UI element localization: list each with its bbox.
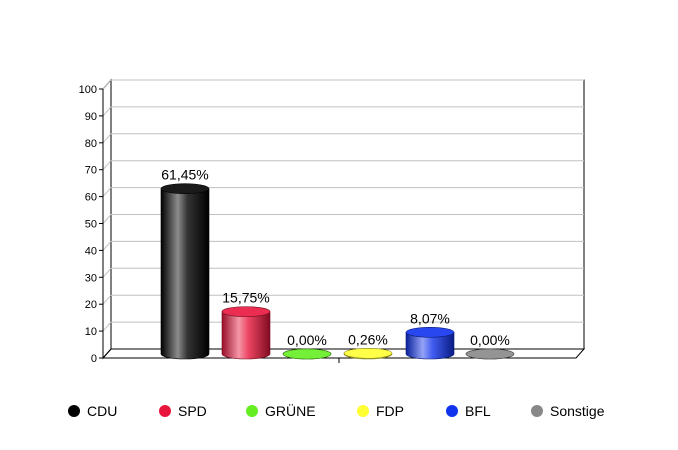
bar-cdu <box>160 183 210 360</box>
legend-swatch <box>531 405 543 417</box>
y-tick-label: 70 <box>85 165 97 177</box>
legend-swatch <box>446 405 458 417</box>
bar-top <box>465 348 515 360</box>
y-tick-label: 80 <box>85 138 97 150</box>
data-label: 0,26% <box>348 331 388 347</box>
legend-label: Sonstige <box>550 403 605 419</box>
legend-swatch <box>246 405 258 417</box>
legend-swatch <box>68 405 80 417</box>
bar-top <box>282 348 332 360</box>
y-tick-label: 10 <box>85 326 97 338</box>
bar-sonstige <box>465 348 515 360</box>
data-labels: 61,45% 15,75% 0,00% 0,26% 8,07% 0,00% <box>161 167 510 348</box>
gridline-side <box>102 79 112 90</box>
y-tick-label: 20 <box>85 299 97 311</box>
legend-item-sonstige: Sonstige <box>531 398 604 424</box>
legend-label: SPD <box>178 403 207 419</box>
data-label: 0,00% <box>470 332 510 348</box>
legend-label: GRÜNE <box>265 403 316 419</box>
gridline-side <box>102 294 112 305</box>
legend-item-spd: SPD <box>159 398 207 424</box>
bar-top <box>221 306 271 317</box>
gridline-side <box>102 133 112 144</box>
y-tick-label: 0 <box>91 353 97 365</box>
y-tick-label: 30 <box>85 272 97 284</box>
data-label: 8,07% <box>410 310 450 326</box>
legend-label: BFL <box>465 403 491 419</box>
bar-body <box>221 311 271 360</box>
bar-top <box>160 183 210 194</box>
gridline-side <box>102 267 112 278</box>
y-tick-label: 50 <box>85 219 97 231</box>
legend-label: FDP <box>376 403 404 419</box>
gridline-side <box>102 321 112 332</box>
legend-item-cdu: CDU <box>68 398 117 424</box>
y-tick-label: 40 <box>85 245 97 257</box>
y-tick-label: 100 <box>79 84 97 96</box>
gridline-side <box>102 160 112 171</box>
legend: CDU SPD GRÜNE FDP BFL Sonstige <box>0 398 678 424</box>
bar-spd <box>221 306 271 360</box>
gridline-side <box>102 214 112 224</box>
bar-body <box>160 188 210 360</box>
data-label: 15,75% <box>222 290 269 306</box>
gridline-side <box>102 241 112 251</box>
legend-label: CDU <box>87 403 118 419</box>
y-tick-label: 60 <box>85 192 97 204</box>
bar-fdp <box>343 348 393 360</box>
data-label: 0,00% <box>287 332 327 348</box>
data-label: 61,45% <box>161 167 208 183</box>
y-tick-label: 90 <box>85 111 97 123</box>
bar-top <box>343 348 393 359</box>
legend-item-fdp: FDP <box>357 398 404 424</box>
gridline-side <box>102 106 112 117</box>
bar-bfl <box>405 326 455 360</box>
legend-swatch <box>159 405 171 417</box>
bars <box>160 183 515 360</box>
bar-gr-ne <box>282 348 332 360</box>
legend-swatch <box>357 405 369 417</box>
gridline-side <box>102 187 112 197</box>
legend-item-bfl: BFL <box>446 398 491 424</box>
bar-body <box>405 331 455 360</box>
bar-top <box>405 326 455 338</box>
legend-item-gr-ne: GRÜNE <box>246 398 316 424</box>
